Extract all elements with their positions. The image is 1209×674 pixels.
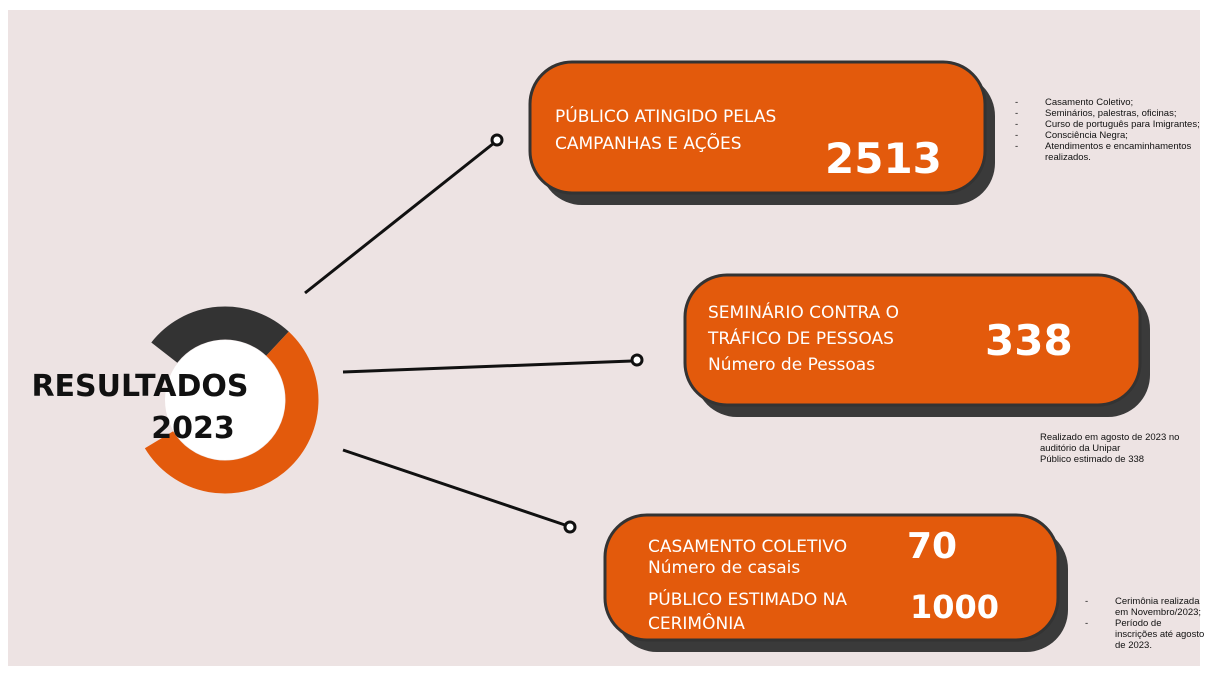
note-item: Casamento Coletivo; (1015, 97, 1209, 108)
ring-orange (144, 331, 319, 494)
card-value: 2513 (825, 134, 942, 183)
card (528, 60, 987, 195)
card-label: SEMINÁRIO CONTRA O (708, 301, 899, 323)
card-value: 70 (907, 526, 957, 567)
connectors (304, 133, 644, 534)
connector (342, 448, 566, 527)
notes: Casamento Coletivo;Seminários, palestras… (1015, 97, 1209, 163)
note-item: Realizado em agosto de 2023 no auditório… (1040, 432, 1180, 454)
note-item: Seminários, palestras, oficinas; (1015, 108, 1209, 119)
connector-dot (630, 353, 644, 367)
card-label: PÚBLICO ESTIMADO NA (648, 588, 847, 610)
connector-dot (563, 520, 577, 534)
card-label: PÚBLICO ATINGIDO PELAS (555, 105, 776, 127)
connector (304, 141, 495, 295)
card-value: 338 (985, 316, 1073, 365)
note-item: Atendimentos e encaminhamentos realizado… (1015, 141, 1209, 163)
ring-dark (151, 306, 289, 364)
connector-dot (490, 133, 504, 147)
card-label: TRÁFICO DE PESSOAS (707, 327, 894, 349)
card-value: 1000 (910, 588, 999, 626)
notes: Cerimônia realizada em Novembro/2023;Per… (1085, 596, 1205, 651)
note-list: Cerimônia realizada em Novembro/2023;Per… (1085, 596, 1205, 651)
note-item: Cerimônia realizada em Novembro/2023; (1085, 596, 1205, 618)
card (603, 513, 1060, 642)
card-label: Número de Pessoas (708, 355, 875, 375)
note-list: Realizado em agosto de 2023 no auditório… (1040, 432, 1200, 465)
card-label: CASAMENTO COLETIVO (648, 537, 847, 557)
note-item: Consciência Negra; (1015, 130, 1209, 141)
title-line: 2023 (151, 411, 235, 446)
title-line: RESULTADOS (31, 369, 248, 404)
note-item: Período de inscrições até agosto de 2023… (1085, 618, 1205, 651)
card (683, 273, 1142, 407)
note-item: Curso de português para Imigrantes; (1015, 119, 1209, 130)
ring-center (165, 340, 285, 460)
connector (342, 359, 633, 374)
note-item: Público estimado de 338 (1040, 454, 1145, 465)
notes: Realizado em agosto de 2023 no auditório… (1040, 432, 1200, 465)
card-label: Número de casais (648, 558, 800, 578)
card-label: CAMPANHAS E AÇÕES (555, 132, 742, 154)
card-label: CERIMÔNIA (648, 612, 745, 634)
note-list: Casamento Coletivo;Seminários, palestras… (1015, 97, 1209, 163)
